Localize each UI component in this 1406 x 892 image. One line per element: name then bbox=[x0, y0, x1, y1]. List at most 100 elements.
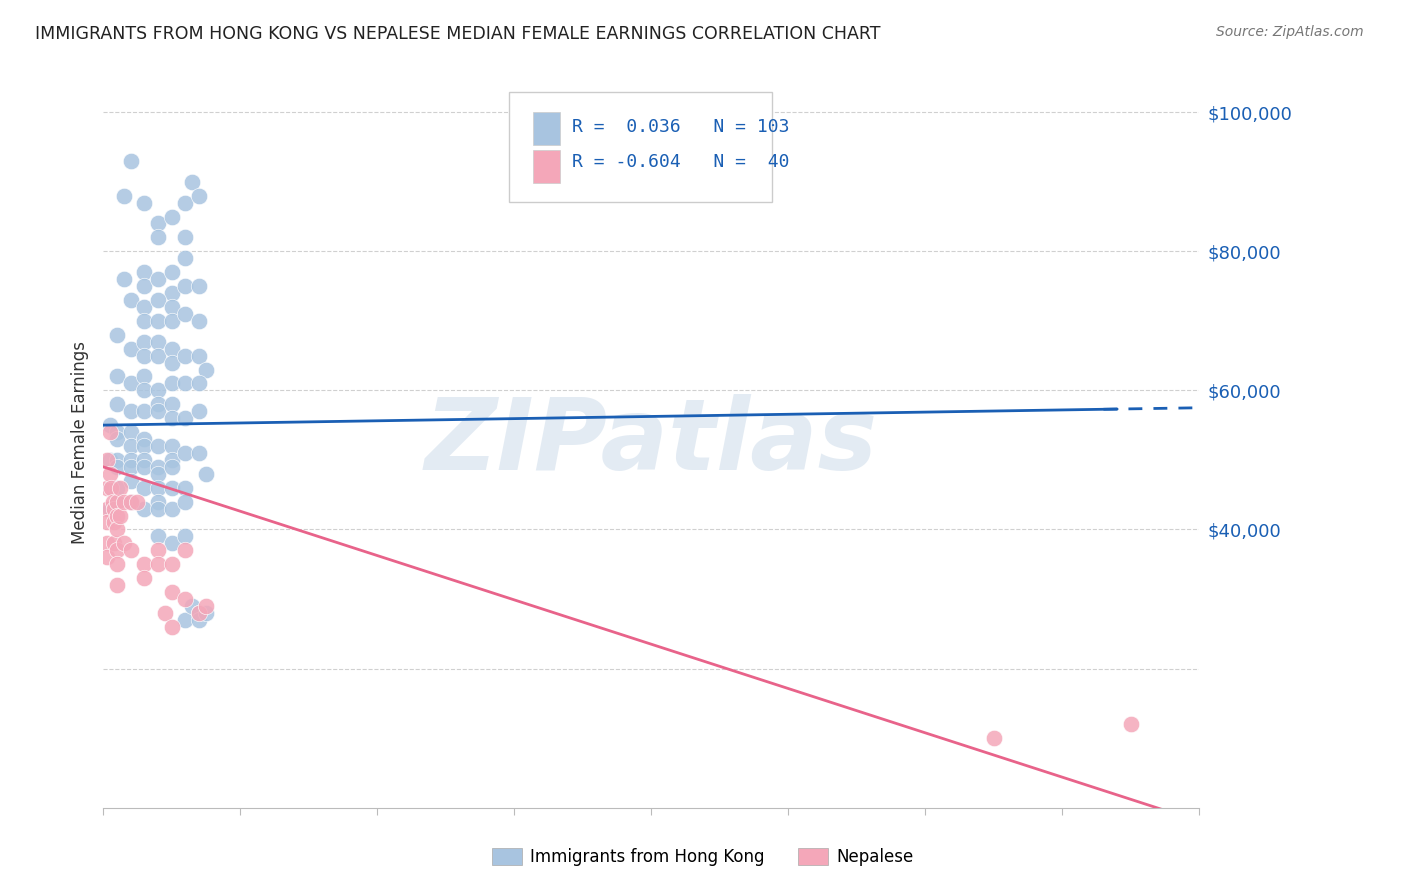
Point bbox=[146, 439, 169, 453]
Text: R = -0.604   N =  40: R = -0.604 N = 40 bbox=[572, 153, 790, 170]
Point bbox=[146, 481, 169, 495]
Point bbox=[120, 494, 142, 508]
Point bbox=[146, 314, 169, 328]
Point bbox=[160, 397, 183, 411]
Point bbox=[146, 230, 169, 244]
Point bbox=[174, 494, 197, 508]
Point bbox=[98, 425, 121, 439]
Point bbox=[112, 494, 135, 508]
Point bbox=[98, 501, 121, 516]
Point bbox=[134, 279, 156, 293]
Point bbox=[160, 411, 183, 425]
Text: IMMIGRANTS FROM HONG KONG VS NEPALESE MEDIAN FEMALE EARNINGS CORRELATION CHART: IMMIGRANTS FROM HONG KONG VS NEPALESE ME… bbox=[35, 25, 880, 43]
Point bbox=[160, 265, 183, 279]
Text: R =  0.036   N = 103: R = 0.036 N = 103 bbox=[572, 118, 790, 136]
Point bbox=[105, 327, 128, 342]
Point bbox=[194, 362, 217, 376]
Point bbox=[146, 384, 169, 398]
Point bbox=[120, 404, 142, 418]
Point bbox=[120, 459, 142, 474]
Point bbox=[105, 543, 128, 558]
Point bbox=[134, 369, 156, 384]
Point bbox=[120, 293, 142, 307]
Point bbox=[194, 606, 217, 620]
Point bbox=[108, 508, 131, 523]
Point bbox=[134, 571, 156, 585]
Point bbox=[98, 481, 121, 495]
Point bbox=[96, 453, 118, 467]
Point bbox=[103, 501, 125, 516]
Point bbox=[146, 501, 169, 516]
Point bbox=[112, 188, 135, 202]
Point bbox=[160, 620, 183, 634]
Point bbox=[146, 558, 169, 572]
Point bbox=[98, 453, 121, 467]
Point bbox=[96, 516, 118, 530]
Point bbox=[146, 404, 169, 418]
Point bbox=[120, 439, 142, 453]
Point bbox=[174, 613, 197, 627]
Point bbox=[181, 175, 204, 189]
Point bbox=[174, 529, 197, 543]
Point bbox=[120, 342, 142, 356]
Point bbox=[153, 606, 176, 620]
Point bbox=[160, 376, 183, 391]
Text: ZIPatlas: ZIPatlas bbox=[425, 394, 877, 491]
Point bbox=[105, 494, 128, 508]
Point bbox=[105, 397, 128, 411]
Point bbox=[134, 501, 156, 516]
Point bbox=[108, 481, 131, 495]
Point bbox=[134, 300, 156, 314]
Point bbox=[174, 230, 197, 244]
Point bbox=[134, 481, 156, 495]
Point bbox=[134, 459, 156, 474]
Point bbox=[188, 606, 211, 620]
Text: Source: ZipAtlas.com: Source: ZipAtlas.com bbox=[1216, 25, 1364, 39]
Point bbox=[120, 474, 142, 488]
Point bbox=[103, 536, 125, 550]
Point bbox=[101, 494, 124, 508]
Point bbox=[120, 453, 142, 467]
Point bbox=[174, 446, 197, 460]
Point bbox=[160, 501, 183, 516]
Point bbox=[146, 334, 169, 349]
Point bbox=[160, 314, 183, 328]
Point bbox=[120, 425, 142, 439]
Point bbox=[120, 153, 142, 168]
Point bbox=[188, 613, 211, 627]
Point bbox=[105, 558, 128, 572]
Point bbox=[120, 543, 142, 558]
Point bbox=[188, 446, 211, 460]
Point bbox=[160, 585, 183, 599]
Point bbox=[188, 188, 211, 202]
Point bbox=[174, 376, 197, 391]
Point bbox=[105, 432, 128, 446]
Point bbox=[181, 599, 204, 613]
Point bbox=[98, 467, 121, 481]
Point bbox=[134, 314, 156, 328]
FancyBboxPatch shape bbox=[533, 151, 560, 184]
Point bbox=[174, 592, 197, 607]
Point bbox=[160, 536, 183, 550]
Point bbox=[160, 459, 183, 474]
Point bbox=[134, 453, 156, 467]
Point bbox=[160, 285, 183, 300]
Point bbox=[188, 314, 211, 328]
Point bbox=[174, 195, 197, 210]
Point bbox=[134, 404, 156, 418]
Point bbox=[146, 272, 169, 286]
Point bbox=[105, 523, 128, 537]
Y-axis label: Median Female Earnings: Median Female Earnings bbox=[72, 341, 89, 544]
Point bbox=[96, 550, 118, 565]
Point bbox=[146, 494, 169, 508]
Point bbox=[105, 578, 128, 592]
Point bbox=[146, 529, 169, 543]
Point bbox=[160, 210, 183, 224]
Point bbox=[146, 293, 169, 307]
Point bbox=[134, 195, 156, 210]
Point bbox=[103, 516, 125, 530]
Point bbox=[105, 425, 128, 439]
Point bbox=[100, 481, 122, 495]
Point bbox=[174, 307, 197, 321]
Point bbox=[105, 481, 128, 495]
